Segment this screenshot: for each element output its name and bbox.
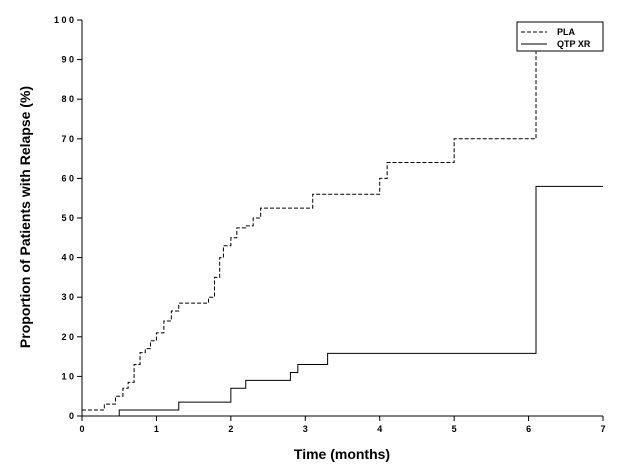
series-line-pla bbox=[82, 51, 537, 411]
series-line-qtp-xr bbox=[82, 185, 603, 417]
y-axis-title: Proportion of Patients with Relapse (%) bbox=[17, 86, 33, 348]
x-tick-label: 7 bbox=[600, 424, 605, 434]
y-tick-label: 0 bbox=[69, 411, 74, 421]
x-axis: 0 1 2 3 4 5 6 7 bbox=[79, 415, 606, 434]
y-tick-label: 4 0 bbox=[61, 253, 74, 263]
y-tick-label: 7 0 bbox=[61, 134, 74, 144]
legend-label-qtp-xr: QTP XR bbox=[557, 39, 591, 49]
series-layer bbox=[82, 51, 603, 417]
legend-box bbox=[516, 21, 604, 52]
x-tick-label: 2 bbox=[228, 424, 233, 434]
y-tick-label: 1 0 bbox=[61, 371, 74, 381]
y-axis: 0 1 0 2 0 3 0 4 0 5 0 6 0 7 0 8 0 9 0 1 0 0 bbox=[54, 15, 83, 421]
legend: PLA QTP XR bbox=[516, 21, 604, 52]
x-tick-label: 0 bbox=[79, 424, 84, 434]
x-tick-label: 3 bbox=[303, 424, 308, 434]
y-tick-label: 2 0 bbox=[61, 332, 74, 342]
x-tick-label: 6 bbox=[526, 424, 531, 434]
y-tick-label: 1 0 0 bbox=[54, 15, 74, 25]
y-tick-label: 3 0 bbox=[61, 292, 74, 302]
y-tick-label: 6 0 bbox=[61, 173, 74, 183]
x-tick-label: 5 bbox=[452, 424, 457, 434]
y-tick-label: 5 0 bbox=[61, 213, 74, 223]
legend-label-pla: PLA bbox=[557, 27, 576, 37]
x-axis-title: Time (months) bbox=[294, 446, 390, 462]
x-tick-label: 1 bbox=[154, 424, 159, 434]
y-tick-label: 9 0 bbox=[61, 55, 74, 65]
y-tick-label: 8 0 bbox=[61, 94, 74, 104]
x-tick-label: 4 bbox=[377, 424, 382, 434]
